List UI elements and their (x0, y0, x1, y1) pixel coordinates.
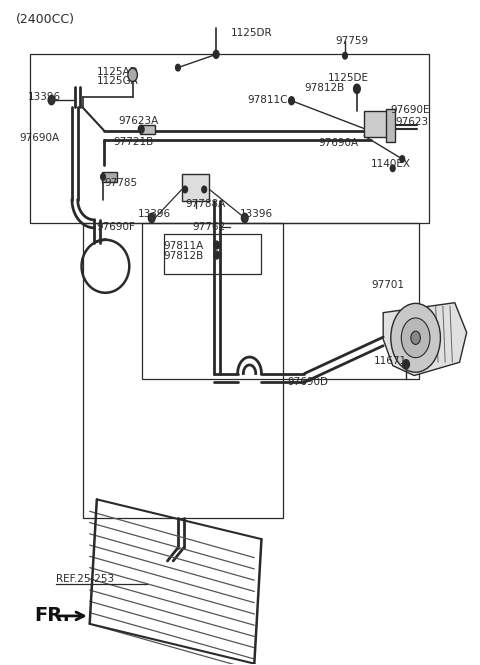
Circle shape (288, 96, 294, 104)
Text: 1125GA: 1125GA (97, 76, 139, 86)
Text: 97811A: 97811A (164, 241, 204, 251)
Text: 11671: 11671 (373, 356, 407, 366)
Bar (102, 172, 117, 182)
Circle shape (48, 95, 55, 104)
Circle shape (148, 213, 155, 223)
Circle shape (400, 156, 405, 162)
Circle shape (390, 165, 395, 172)
Circle shape (138, 125, 144, 133)
Circle shape (214, 251, 219, 259)
Text: 97812B: 97812B (304, 83, 345, 93)
Polygon shape (383, 303, 467, 376)
Text: 97701: 97701 (371, 280, 404, 290)
Text: 97788A: 97788A (185, 199, 226, 209)
Circle shape (202, 186, 206, 193)
Text: 97690A: 97690A (319, 138, 359, 148)
Circle shape (128, 68, 137, 82)
Text: REF.25-253: REF.25-253 (56, 574, 114, 584)
Bar (182, 174, 209, 201)
Text: 1125AD: 1125AD (97, 66, 138, 76)
Circle shape (391, 303, 441, 372)
Text: 1125DR: 1125DR (230, 28, 272, 38)
Circle shape (176, 65, 180, 71)
Bar (364, 110, 390, 137)
Text: 13396: 13396 (28, 92, 61, 102)
Circle shape (401, 318, 430, 358)
Text: 97812B: 97812B (164, 251, 204, 261)
Text: 97690F: 97690F (97, 222, 136, 232)
Circle shape (411, 331, 420, 344)
Text: 97721B: 97721B (114, 137, 154, 147)
Circle shape (343, 53, 348, 59)
Circle shape (354, 84, 360, 94)
Circle shape (403, 360, 409, 369)
Text: 97623: 97623 (395, 117, 428, 127)
Text: 1125DE: 1125DE (328, 73, 369, 83)
Circle shape (101, 174, 106, 180)
Circle shape (213, 51, 219, 59)
Bar (30, 55, 429, 223)
Circle shape (241, 213, 248, 223)
Text: 97690A: 97690A (20, 134, 60, 144)
Bar (164, 235, 262, 274)
Text: 13396: 13396 (240, 209, 273, 219)
Text: 97759: 97759 (336, 36, 369, 46)
Text: 97785: 97785 (104, 178, 137, 188)
Text: 97811C: 97811C (247, 95, 288, 105)
Text: 97690E: 97690E (390, 105, 430, 115)
Text: FR.: FR. (34, 606, 70, 625)
Text: 97762: 97762 (192, 222, 226, 232)
Bar (140, 124, 155, 134)
Text: 1140EX: 1140EX (371, 160, 411, 170)
Text: 97690D: 97690D (288, 377, 329, 387)
Bar (385, 108, 395, 142)
Text: 97623A: 97623A (118, 116, 158, 126)
Text: 13396: 13396 (137, 209, 170, 219)
Bar (142, 223, 419, 379)
Circle shape (214, 241, 219, 249)
Circle shape (183, 186, 188, 193)
Bar (83, 223, 283, 518)
Text: (2400CC): (2400CC) (16, 13, 75, 26)
